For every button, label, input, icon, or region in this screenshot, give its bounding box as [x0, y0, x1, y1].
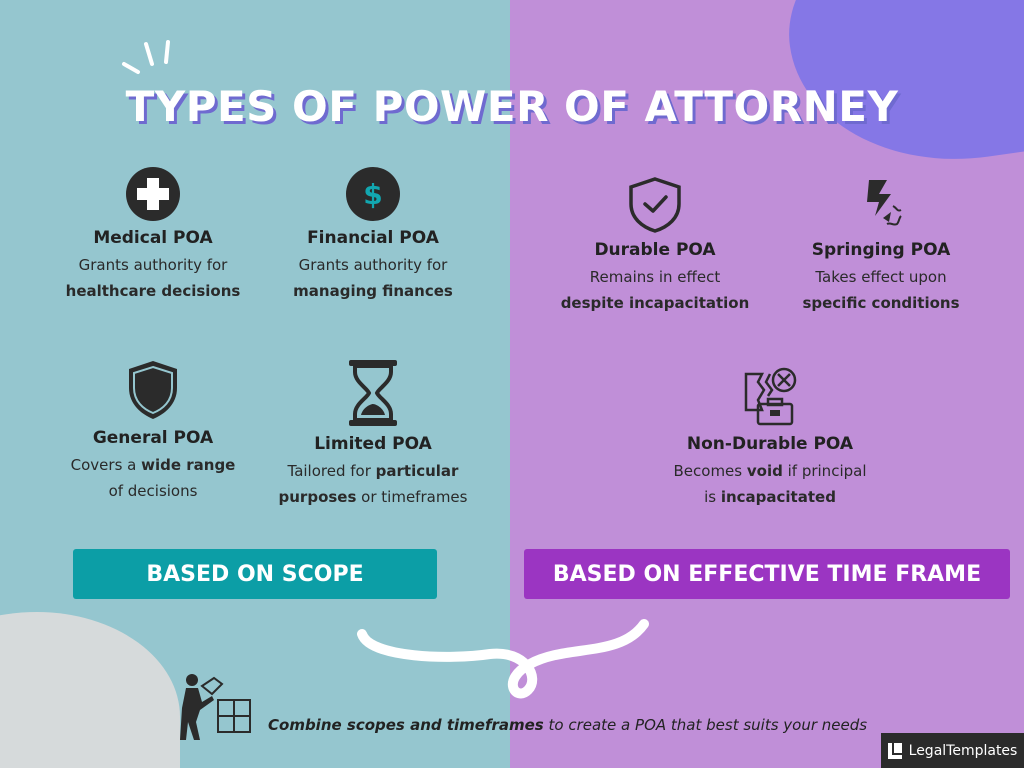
- desc-text: Grants authority for: [78, 256, 228, 274]
- item-name: Financial POA: [307, 228, 439, 248]
- item-springing-poa: Springing POA Takes effect upon specific…: [778, 176, 984, 316]
- item-name: Springing POA: [811, 240, 951, 260]
- legaltemplates-logo-icon: [887, 742, 902, 759]
- item-description: Tailored for particular purposes or time…: [278, 462, 468, 506]
- item-description: Grants authority for healthcare decision…: [48, 252, 258, 304]
- legaltemplates-logo[interactable]: LegalTemplates: [881, 733, 1024, 768]
- desc-bold: void: [746, 462, 783, 480]
- desc-text: Takes effect upon: [815, 268, 947, 286]
- void-document-icon: [744, 367, 797, 426]
- desc-bold: managing finances: [293, 282, 453, 300]
- desc-text-2: of decisions: [108, 482, 198, 500]
- shield-icon: [129, 361, 177, 419]
- item-name: Medical POA: [93, 228, 213, 248]
- desc-text: Covers a: [70, 456, 142, 474]
- sparkle-icon: [122, 40, 170, 74]
- item-name: Durable POA: [594, 240, 716, 260]
- desc-bold-2: incapacitated: [720, 488, 836, 506]
- item-non-durable-poa: Non-Durable POA Becomes void if principa…: [640, 366, 900, 510]
- item-limited-poa: Limited POA Tailored for particular purp…: [270, 358, 476, 510]
- item-description: Becomes void if principal is incapacitat…: [640, 458, 900, 510]
- footer-bold: Combine scopes and timeframes: [268, 716, 544, 734]
- desc-text: Becomes: [673, 462, 747, 480]
- based-on-time-frame-button[interactable]: BASED ON EFFECTIVE TIME FRAME: [524, 549, 1010, 599]
- hourglass-icon: [349, 360, 397, 426]
- item-description: Grants authority for managing finances: [270, 252, 476, 304]
- item-description: Remains in effect despite incapacitation: [552, 264, 758, 316]
- desc-bold: specific conditions: [802, 294, 960, 312]
- desc-bold: wide range: [141, 456, 236, 474]
- item-durable-poa: Durable POA Remains in effect despite in…: [552, 176, 758, 316]
- shield-check-icon: [629, 177, 681, 233]
- desc-text-2: if principal: [782, 462, 867, 480]
- desc-bold: healthcare decisions: [65, 282, 241, 300]
- based-on-scope-button[interactable]: BASED ON SCOPE: [73, 549, 437, 599]
- desc-text: Grants authority for: [298, 256, 448, 274]
- desc-text-2: or timeframes: [356, 488, 468, 506]
- item-description: Covers a wide range of decisions: [48, 452, 258, 504]
- dollar-icon: $: [346, 167, 400, 221]
- decorative-squiggle: [357, 619, 649, 699]
- desc-bold: despite incapacitation: [560, 294, 750, 312]
- desc-text-3: is: [704, 488, 721, 506]
- decorative-blob-bottom-left: [0, 612, 180, 768]
- medical-cross-icon: [126, 167, 180, 221]
- desc-text: Remains in effect: [589, 268, 721, 286]
- item-general-poa: General POA Covers a wide range of decis…: [48, 358, 258, 504]
- footer-tagline: Combine scopes and timeframes to create …: [268, 716, 867, 734]
- svg-text:$: $: [363, 178, 382, 211]
- item-name: General POA: [92, 428, 214, 448]
- desc-text: Tailored for: [287, 462, 376, 480]
- logo-text: LegalTemplates: [908, 742, 1018, 759]
- item-name: Non-Durable POA: [686, 434, 854, 454]
- lightning-icon: [867, 180, 902, 226]
- item-medical-poa: Medical POA Grants authority for healthc…: [48, 166, 258, 304]
- footer-rest: to create a POA that best suits your nee…: [543, 716, 868, 734]
- item-financial-poa: $ Financial POA Grants authority for man…: [270, 166, 476, 304]
- item-name: Limited POA: [314, 434, 432, 454]
- puzzle-person-icon: [180, 674, 251, 740]
- page-title: TYPES OF POWER OF ATTORNEY: [125, 82, 899, 131]
- item-description: Takes effect upon specific conditions: [778, 264, 984, 316]
